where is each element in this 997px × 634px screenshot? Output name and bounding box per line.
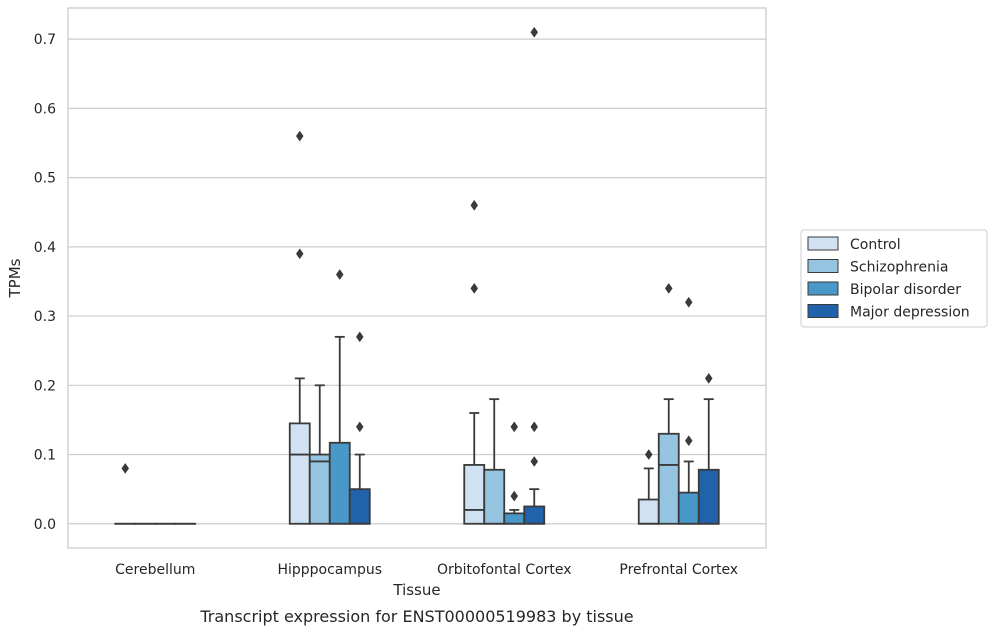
- outlier-point: [684, 435, 693, 447]
- outlier-point: [335, 269, 344, 280]
- outlier-point: [121, 462, 130, 474]
- box: [503, 512, 526, 525]
- box: [697, 468, 720, 525]
- legend-label: Bipolar disorder: [850, 282, 961, 298]
- box: [523, 505, 546, 525]
- box: [637, 498, 660, 525]
- outlier-point: [530, 421, 539, 433]
- outlier-point: [684, 296, 693, 308]
- outlier-point: [704, 372, 713, 384]
- legend-swatch: [807, 304, 839, 318]
- legend-label: Control: [850, 237, 901, 253]
- x-tick-label: Prefrontal Cortex: [619, 562, 738, 578]
- outlier-point: [510, 490, 519, 502]
- x-axis-label: Tissue: [392, 581, 440, 599]
- box: [348, 488, 371, 525]
- outlier-point: [664, 282, 673, 294]
- y-tick-label: 0.6: [34, 101, 56, 117]
- legend-label: Schizophrenia: [850, 260, 948, 276]
- outlier-point: [530, 26, 539, 38]
- y-tick-label: 0.0: [34, 517, 56, 533]
- outlier-point: [355, 331, 364, 343]
- outlier-point: [530, 456, 539, 467]
- legend-swatch: [807, 281, 839, 296]
- y-tick-label: 0.3: [34, 309, 56, 325]
- y-tick-label: 0.4: [34, 240, 56, 256]
- x-tick-label: Orbitofontal Cortex: [437, 562, 572, 578]
- box: [463, 464, 486, 525]
- box: [308, 453, 331, 525]
- outlier-point: [510, 421, 519, 433]
- outlier-point: [470, 282, 479, 294]
- y-axis-label: TPMs: [6, 258, 24, 298]
- y-tick-label: 0.1: [34, 448, 56, 464]
- legend-frame: [800, 229, 988, 328]
- box: [677, 491, 700, 525]
- outlier-point: [355, 421, 364, 433]
- box: [328, 441, 351, 525]
- y-tick-label: 0.7: [34, 32, 56, 48]
- x-tick-label: Cerebellum: [115, 562, 195, 578]
- outlier-point: [644, 449, 653, 460]
- legend: Control Schizophrenia Bipolar disorder Majo…: [800, 229, 988, 328]
- box: [288, 422, 311, 525]
- outlier-point: [470, 199, 479, 211]
- outlier-point: [295, 130, 304, 142]
- plot-frame: [67, 7, 767, 549]
- legend-swatch: [807, 236, 839, 251]
- grid-layer: [68, 38, 766, 525]
- chart-caption: Transcript expression for ENST0000051998…: [199, 607, 633, 626]
- legend-label: Major depression: [850, 305, 970, 321]
- box: [483, 468, 506, 525]
- y-tick-label: 0.2: [34, 378, 56, 394]
- x-tick-label: Hipppocampus: [277, 562, 382, 578]
- outlier-point: [295, 248, 304, 260]
- legend-swatch: [807, 259, 839, 273]
- tick-layer: 0.0 0.1 0.2 0.3 0.4 0.5 0.6 0.7 Cerebellum Hipppo…: [34, 32, 738, 578]
- box-layer: [114, 26, 720, 525]
- y-tick-label: 0.5: [34, 171, 56, 187]
- box: [657, 432, 680, 525]
